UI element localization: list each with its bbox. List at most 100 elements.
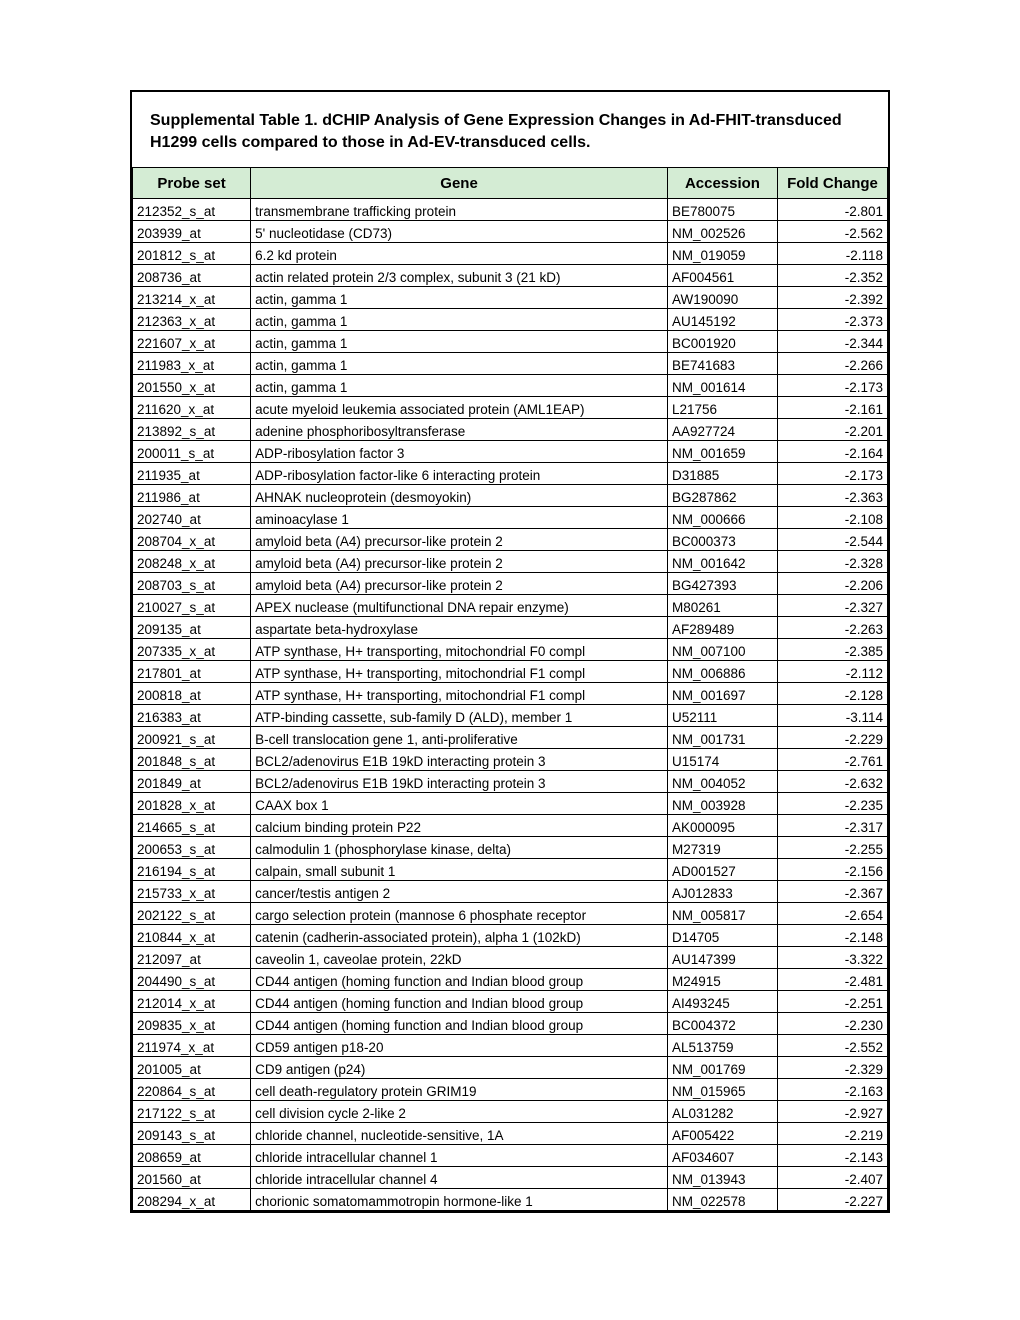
cell-probe: 200921_s_at (133, 727, 251, 749)
cell-gene: ATP synthase, H+ transporting, mitochond… (251, 639, 668, 661)
table-row: 211986_atAHNAK nucleoprotein (desmoyokin… (133, 485, 888, 507)
cell-probe: 204490_s_at (133, 969, 251, 991)
cell-gene: adenine phosphoribosyltransferase (251, 419, 668, 441)
cell-probe: 201849_at (133, 771, 251, 793)
cell-fold-change: -2.235 (777, 793, 887, 815)
cell-accession: AU145192 (667, 309, 777, 331)
header-row: Probe set Gene Accession Fold Change (133, 168, 888, 199)
cell-fold-change: -2.230 (777, 1013, 887, 1035)
cell-fold-change: -2.562 (777, 221, 887, 243)
cell-fold-change: -2.327 (777, 595, 887, 617)
cell-probe: 211986_at (133, 485, 251, 507)
cell-accession: AW190090 (667, 287, 777, 309)
cell-gene: amyloid beta (A4) precursor-like protein… (251, 551, 668, 573)
cell-accession: NM_019059 (667, 243, 777, 265)
cell-probe: 212097_at (133, 947, 251, 969)
table-row: 208294_x_atchorionic somatomammotropin h… (133, 1189, 888, 1211)
cell-probe: 211974_x_at (133, 1035, 251, 1057)
cell-probe: 209835_x_at (133, 1013, 251, 1035)
table-row: 209135_ataspartate beta-hydroxylaseAF289… (133, 617, 888, 639)
cell-gene: amyloid beta (A4) precursor-like protein… (251, 573, 668, 595)
cell-gene: actin related protein 2/3 complex, subun… (251, 265, 668, 287)
cell-accession: AF004561 (667, 265, 777, 287)
cell-probe: 208703_s_at (133, 573, 251, 595)
cell-fold-change: -2.164 (777, 441, 887, 463)
cell-fold-change: -2.163 (777, 1079, 887, 1101)
cell-fold-change: -2.108 (777, 507, 887, 529)
cell-probe: 200011_s_at (133, 441, 251, 463)
cell-gene: aminoacylase 1 (251, 507, 668, 529)
cell-fold-change: -2.481 (777, 969, 887, 991)
cell-gene: CD44 antigen (homing function and Indian… (251, 969, 668, 991)
cell-accession: NM_001659 (667, 441, 777, 463)
cell-gene: chloride intracellular channel 4 (251, 1167, 668, 1189)
cell-fold-change: -2.329 (777, 1057, 887, 1079)
table-row: 201550_x_atactin, gamma 1NM_001614-2.173 (133, 375, 888, 397)
cell-gene: AHNAK nucleoprotein (desmoyokin) (251, 485, 668, 507)
cell-accession: M24915 (667, 969, 777, 991)
cell-fold-change: -2.128 (777, 683, 887, 705)
cell-gene: cell division cycle 2-like 2 (251, 1101, 668, 1123)
table-row: 202740_ataminoacylase 1NM_000666-2.108 (133, 507, 888, 529)
cell-probe: 203939_at (133, 221, 251, 243)
cell-gene: ADP-ribosylation factor 3 (251, 441, 668, 463)
cell-gene: cancer/testis antigen 2 (251, 881, 668, 903)
cell-accession: BE741683 (667, 353, 777, 375)
cell-gene: ATP-binding cassette, sub-family D (ALD)… (251, 705, 668, 727)
cell-probe: 213214_x_at (133, 287, 251, 309)
cell-accession: NM_001769 (667, 1057, 777, 1079)
cell-accession: NM_005817 (667, 903, 777, 925)
cell-fold-change: -2.552 (777, 1035, 887, 1057)
table-row: 220864_s_atcell death-regulatory protein… (133, 1079, 888, 1101)
table-row: 201848_s_atBCL2/adenovirus E1B 19kD inte… (133, 749, 888, 771)
table-row: 204490_s_atCD44 antigen (homing function… (133, 969, 888, 991)
cell-accession: NM_001731 (667, 727, 777, 749)
cell-fold-change: -2.148 (777, 925, 887, 947)
table-row: 211974_x_atCD59 antigen p18-20AL513759-2… (133, 1035, 888, 1057)
cell-accession: NM_001697 (667, 683, 777, 705)
cell-fold-change: -2.173 (777, 375, 887, 397)
cell-accession: NM_013943 (667, 1167, 777, 1189)
cell-gene: catenin (cadherin-associated protein), a… (251, 925, 668, 947)
cell-probe: 214665_s_at (133, 815, 251, 837)
cell-gene: actin, gamma 1 (251, 375, 668, 397)
cell-probe: 212352_s_at (133, 199, 251, 221)
cell-gene: 5' nucleotidase (CD73) (251, 221, 668, 243)
cell-gene: ADP-ribosylation factor-like 6 interacti… (251, 463, 668, 485)
header-fold-change: Fold Change (777, 168, 887, 199)
cell-fold-change: -2.392 (777, 287, 887, 309)
cell-gene: calcium binding protein P22 (251, 815, 668, 837)
cell-probe: 201848_s_at (133, 749, 251, 771)
cell-accession: AF034607 (667, 1145, 777, 1167)
table-row: 211983_x_atactin, gamma 1BE741683-2.266 (133, 353, 888, 375)
cell-gene: actin, gamma 1 (251, 353, 668, 375)
cell-gene: acute myeloid leukemia associated protei… (251, 397, 668, 419)
cell-accession: NM_002526 (667, 221, 777, 243)
cell-probe: 200653_s_at (133, 837, 251, 859)
cell-accession: AA927724 (667, 419, 777, 441)
cell-fold-change: -2.263 (777, 617, 887, 639)
table-row: 201005_atCD9 antigen (p24)NM_001769-2.32… (133, 1057, 888, 1079)
cell-gene: calmodulin 1 (phosphorylase kinase, delt… (251, 837, 668, 859)
cell-probe: 208294_x_at (133, 1189, 251, 1211)
cell-probe: 201005_at (133, 1057, 251, 1079)
cell-probe: 215733_x_at (133, 881, 251, 903)
table-row: 210844_x_atcatenin (cadherin-associated … (133, 925, 888, 947)
table-row: 213214_x_atactin, gamma 1AW190090-2.392 (133, 287, 888, 309)
table-row: 208248_x_atamyloid beta (A4) precursor-l… (133, 551, 888, 573)
cell-accession: BC000373 (667, 529, 777, 551)
header-probe: Probe set (133, 168, 251, 199)
cell-gene: CD59 antigen p18-20 (251, 1035, 668, 1057)
table-container: Supplemental Table 1. dCHIP Analysis of … (130, 90, 890, 1213)
cell-fold-change: -2.363 (777, 485, 887, 507)
cell-probe: 201828_x_at (133, 793, 251, 815)
cell-probe: 208736_at (133, 265, 251, 287)
cell-accession: NM_007100 (667, 639, 777, 661)
cell-fold-change: -2.227 (777, 1189, 887, 1211)
cell-probe: 216383_at (133, 705, 251, 727)
cell-fold-change: -2.385 (777, 639, 887, 661)
cell-gene: aspartate beta-hydroxylase (251, 617, 668, 639)
cell-accession: AJ012833 (667, 881, 777, 903)
cell-probe: 217122_s_at (133, 1101, 251, 1123)
cell-accession: BE780075 (667, 199, 777, 221)
